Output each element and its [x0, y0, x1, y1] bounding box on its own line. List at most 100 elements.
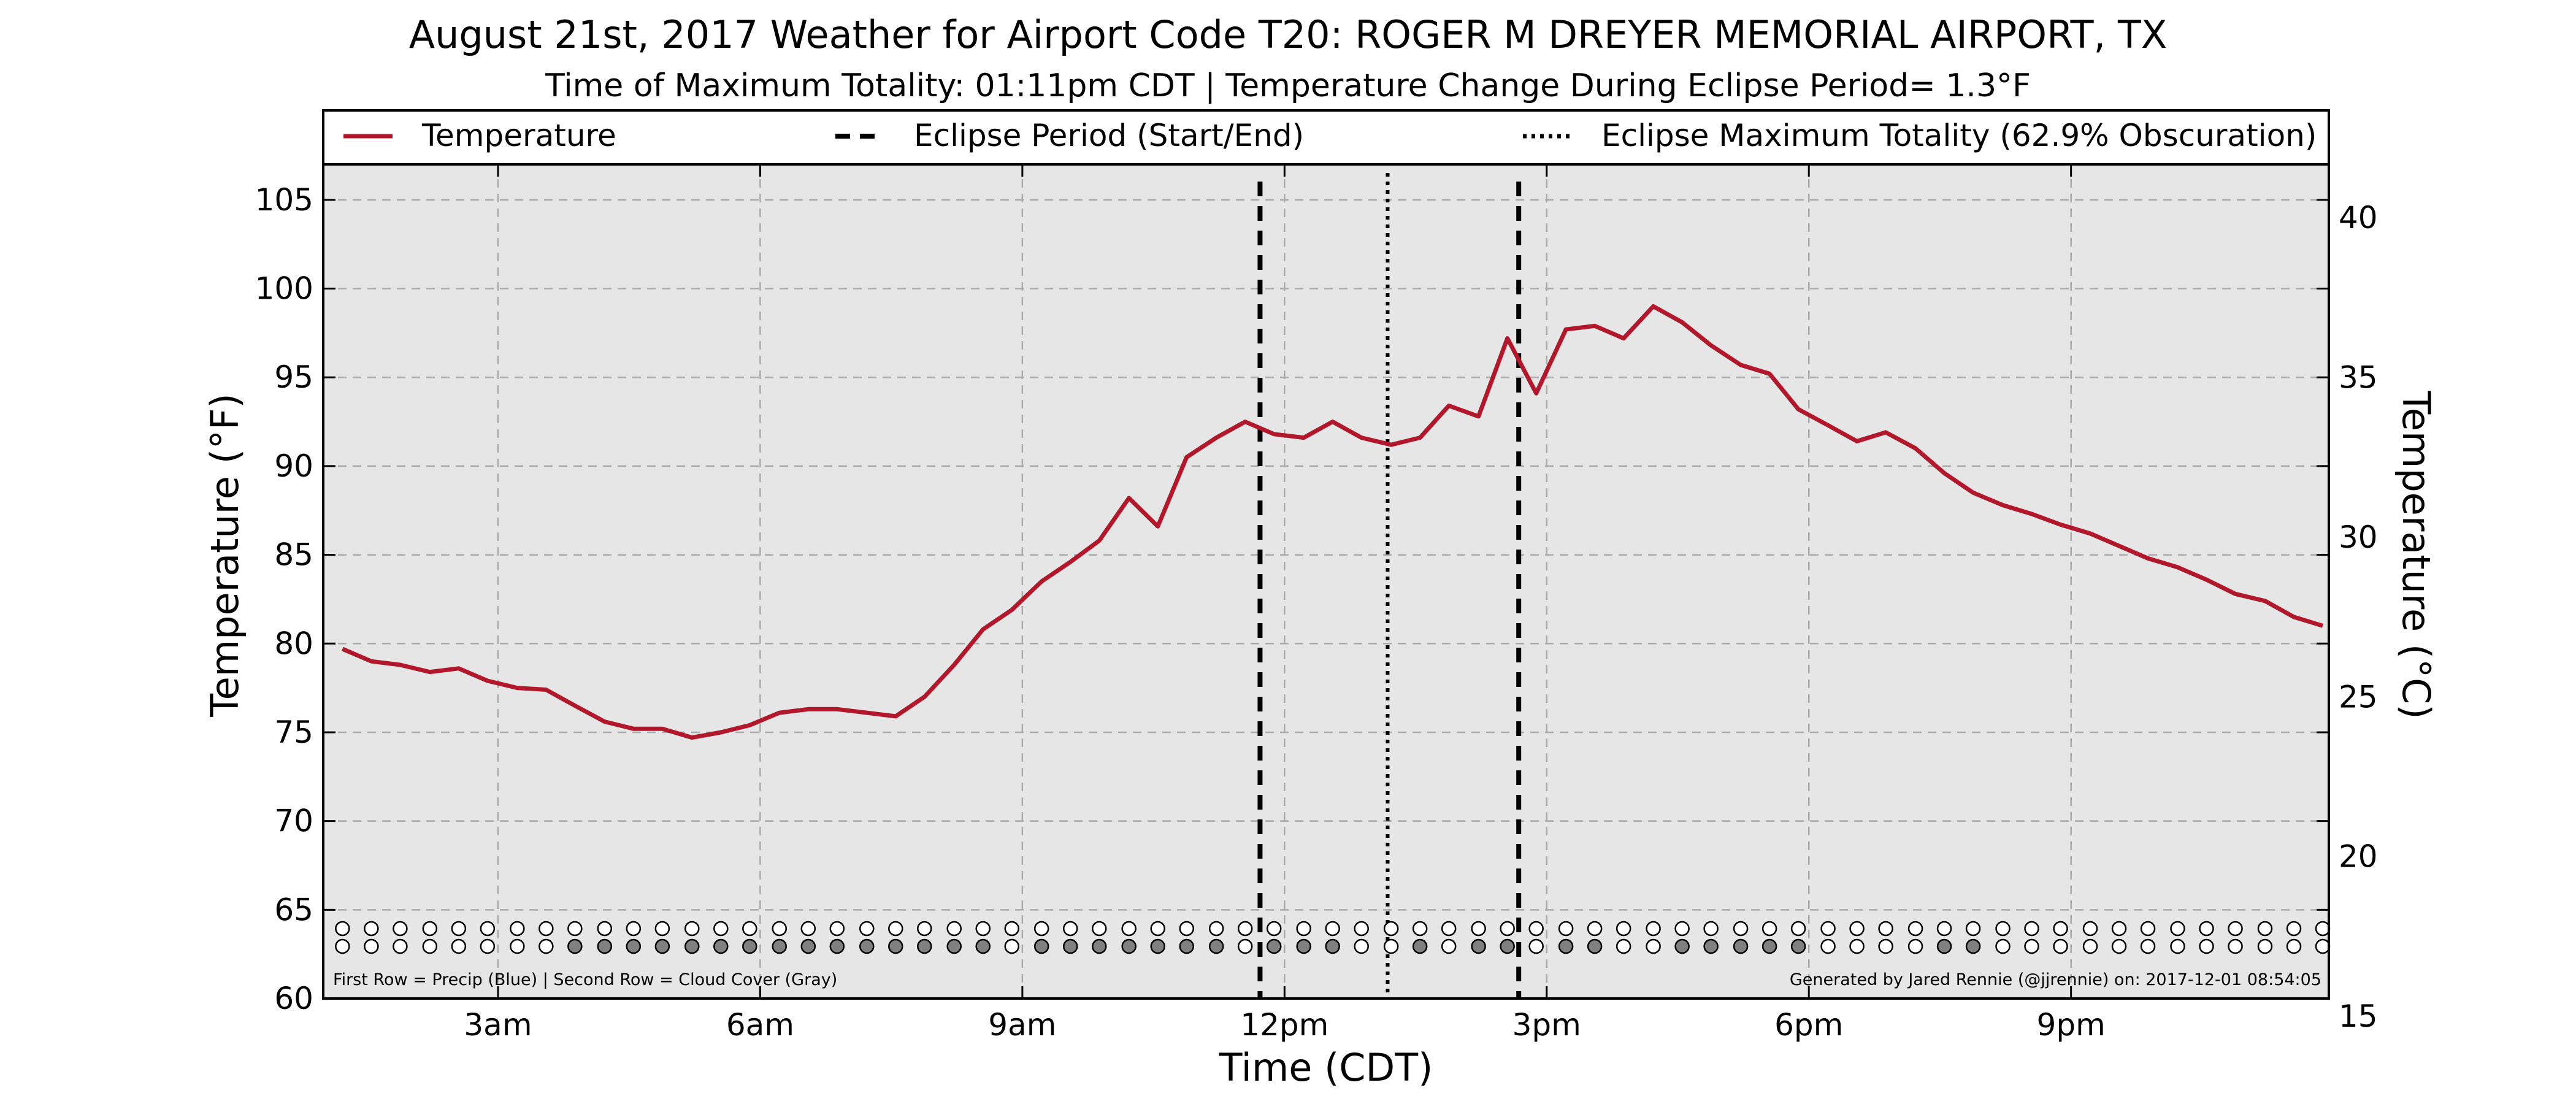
cloud-marker	[1616, 938, 1631, 954]
cloud-marker	[772, 938, 788, 954]
precip-marker	[1820, 921, 1836, 937]
precip-marker	[1121, 921, 1137, 937]
x-axis-label: Time (CDT)	[1219, 1045, 1433, 1090]
y-tick-label: 70	[274, 803, 313, 839]
precip-marker	[1004, 921, 1020, 937]
precip-marker	[2053, 921, 2068, 937]
cloud-marker	[2257, 938, 2273, 954]
precip-marker	[1325, 921, 1340, 937]
precip-marker	[1354, 921, 1369, 937]
cloud-marker	[917, 938, 932, 954]
legend-temperature-label: Temperature	[421, 118, 616, 153]
precip-marker	[1062, 921, 1078, 937]
cloud-marker	[1646, 938, 1661, 954]
cloud-marker	[1674, 938, 1690, 954]
y2-tick-label: 20	[2339, 839, 2378, 875]
precip-marker	[2140, 921, 2156, 937]
grid	[323, 164, 2329, 999]
precip-marker	[1733, 921, 1749, 937]
precip-marker	[1616, 921, 1631, 937]
cloud-marker	[888, 938, 903, 954]
cloud-marker	[1500, 938, 1515, 954]
y-tick-label: 95	[274, 359, 313, 395]
y-tick-label: 75	[274, 715, 313, 750]
precip-marker	[335, 921, 350, 937]
y2-tick-label: 40	[2339, 200, 2378, 236]
cloud-marker	[859, 938, 875, 954]
cloud-marker	[829, 938, 845, 954]
precip-marker	[975, 921, 991, 937]
y-tick-label: 80	[274, 626, 313, 661]
precip-marker	[946, 921, 962, 937]
cloud-marker	[1033, 938, 1049, 954]
precip-marker	[1296, 921, 1311, 937]
cloud-marker	[800, 938, 816, 954]
x-tick-label: 3am	[464, 1007, 532, 1043]
cloud-marker	[2024, 938, 2039, 954]
precip-marker	[2199, 921, 2214, 937]
precip-marker	[480, 921, 496, 937]
y-tick-label: 100	[255, 271, 313, 307]
precip-marker	[2024, 921, 2039, 937]
precip-marker	[1412, 921, 1428, 937]
cloud-marker	[393, 938, 408, 954]
cloud-marker	[567, 938, 583, 954]
cloud-marker	[2170, 938, 2185, 954]
cloud-marker	[1004, 938, 1020, 954]
legend: Temperature Eclipse Period (Start/End) E…	[322, 109, 2330, 166]
precip-marker	[539, 921, 554, 937]
precip-marker	[1150, 921, 1165, 937]
cloud-marker	[2140, 938, 2156, 954]
footnote-left: First Row = Precip (Blue) | Second Row =…	[333, 970, 837, 989]
precip-marker	[1790, 921, 1806, 937]
precip-marker	[451, 921, 467, 937]
precip-marker	[684, 921, 700, 937]
legend-eclipse-max-label: Eclipse Maximum Totality (62.9% Obscurat…	[1601, 118, 2317, 153]
cloud-marker	[480, 938, 496, 954]
precip-marker	[772, 921, 788, 937]
cloud-marker	[1587, 938, 1603, 954]
cloud-marker	[1849, 938, 1865, 954]
eclipse-lines	[1257, 173, 1522, 999]
precip-marker	[2257, 921, 2273, 937]
precip-marker	[364, 921, 379, 937]
x-tick-label: 12pm	[1240, 1007, 1328, 1043]
cloud-marker	[2286, 938, 2302, 954]
cloud-marker	[1761, 938, 1777, 954]
cloud-marker	[451, 938, 467, 954]
y-axis-right-label: Temperature (°C)	[2394, 390, 2439, 719]
precip-marker	[1441, 921, 1457, 937]
precip-marker	[2315, 921, 2331, 937]
cloud-marker	[713, 938, 729, 954]
precip-marker	[1849, 921, 1865, 937]
x-tick-label: 9pm	[2037, 1007, 2106, 1043]
cloud-marker	[1062, 938, 1078, 954]
y2-tick-label: 25	[2339, 679, 2378, 715]
precip-marker	[393, 921, 408, 937]
y2-tick-label: 35	[2339, 359, 2378, 395]
cloud-marker	[742, 938, 757, 954]
legend-eclipse-period-label: Eclipse Period (Start/End)	[914, 118, 1304, 153]
precip-marker	[2082, 921, 2098, 937]
axes: 60 65 70 75 80 85 90 95 100 105 15 20 25 30 35 40 3am 6am…	[255, 164, 2378, 1043]
precip-marker	[626, 921, 642, 937]
cloud-marker	[1383, 938, 1399, 954]
precip-marker	[1936, 921, 1952, 937]
cloud-marker	[1995, 938, 2011, 954]
cloud-marker	[1092, 938, 1107, 954]
cloud-marker	[1528, 938, 1544, 954]
plot-background	[323, 164, 2329, 999]
precip-marker	[1995, 921, 2011, 937]
precip-marker	[2111, 921, 2127, 937]
precip-marker	[567, 921, 583, 937]
precip-marker	[1092, 921, 1107, 937]
precip-marker	[1033, 921, 1049, 937]
precip-marker	[2170, 921, 2185, 937]
y-axis-label: Temperature (°F)	[202, 393, 247, 717]
y-tick-label: 105	[255, 182, 313, 218]
cloud-marker	[2315, 938, 2331, 954]
cloud-marker	[654, 938, 670, 954]
precip-marker	[1646, 921, 1661, 937]
cloud-marker	[1790, 938, 1806, 954]
